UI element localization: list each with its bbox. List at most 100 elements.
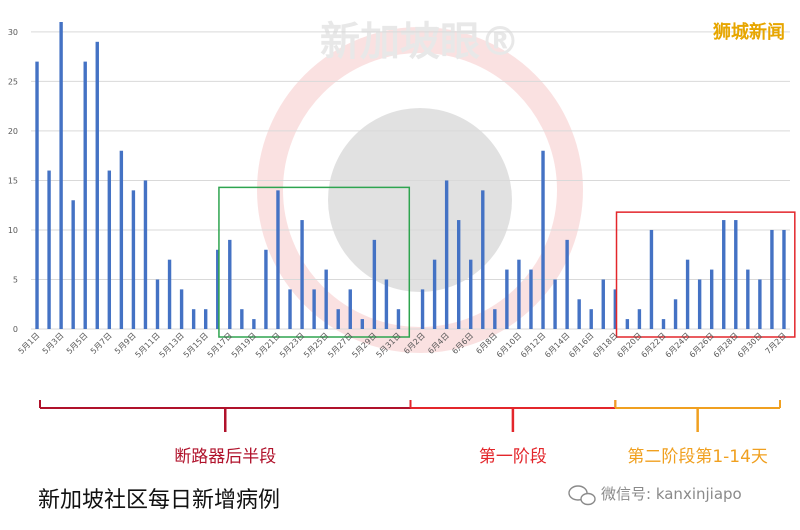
bar — [685, 259, 690, 329]
bar — [553, 279, 557, 329]
bar — [481, 190, 485, 329]
bar — [179, 289, 184, 329]
bar — [228, 239, 232, 329]
highlight-box — [218, 186, 411, 338]
bar — [456, 220, 461, 329]
highlight-boxes — [218, 186, 796, 338]
x-tick-label: 6月22日 — [639, 331, 667, 359]
chart-title: 新加坡社区每日新增病例 — [38, 488, 280, 513]
wechat-icon — [568, 485, 596, 506]
x-tick-label: 5月7日 — [89, 331, 114, 356]
phase-bracket: 第二阶段第1-14天 — [614, 400, 781, 467]
bar — [240, 309, 244, 329]
bar — [59, 22, 63, 329]
bar — [673, 299, 678, 329]
bar — [216, 249, 220, 329]
bar — [722, 220, 726, 329]
x-tick-label: 7月2日 — [764, 331, 789, 356]
x-tick-label: 5月13日 — [158, 331, 186, 359]
bar — [131, 190, 136, 329]
bar — [432, 259, 437, 329]
bar — [348, 289, 352, 329]
bar — [252, 319, 256, 329]
phase-bracket: 断路器后半段 — [39, 400, 412, 467]
bar — [770, 229, 774, 329]
x-tick-label: 6月24日 — [664, 331, 692, 359]
bar — [119, 150, 124, 329]
y-tick-label: 15 — [8, 176, 18, 185]
bar — [601, 279, 605, 329]
phase-label: 第一阶段 — [479, 447, 547, 467]
y-tick-label: 30 — [8, 28, 18, 37]
x-tick-label: 5月19日 — [230, 331, 258, 359]
bar — [312, 289, 316, 329]
bar — [517, 259, 521, 329]
bar — [107, 170, 112, 329]
x-tick-label: 5月5日 — [65, 331, 90, 356]
bar — [529, 269, 533, 329]
wechat-credit: 微信号: kanxinjiapo — [568, 485, 742, 506]
y-tick-label: 20 — [8, 127, 18, 136]
bar — [396, 309, 401, 329]
x-tick-label: 5月15日 — [182, 331, 210, 359]
wechat-id: 微信号: kanxinjiapo — [601, 485, 742, 503]
bar — [589, 309, 593, 329]
x-tick-label: 5月3日 — [41, 331, 66, 356]
bars — [35, 22, 786, 329]
bar — [384, 279, 389, 329]
x-tick-label: 5月21日 — [254, 331, 282, 359]
bar — [300, 220, 304, 329]
bar — [577, 299, 581, 329]
bar — [649, 229, 654, 329]
x-tick-label: 6月10日 — [495, 331, 523, 359]
bar — [565, 239, 569, 329]
x-tick-label: 6月14日 — [543, 331, 571, 359]
y-axis-ticks: 0 5 10 15 20 25 30 — [8, 28, 18, 334]
bar — [625, 319, 630, 329]
x-tick-label: 5月23日 — [278, 331, 306, 359]
x-tick-label: 5月27日 — [326, 331, 354, 359]
x-tick-label: 6月12日 — [519, 331, 547, 359]
bar — [613, 289, 618, 329]
y-tick-label: 25 — [8, 77, 18, 86]
bar — [444, 180, 449, 329]
bar — [191, 309, 196, 329]
bar — [71, 200, 75, 329]
bar — [264, 249, 268, 329]
bar — [203, 309, 208, 329]
brand-label: 狮城新闻 — [713, 21, 785, 43]
bar — [83, 61, 87, 329]
y-tick-label: 10 — [8, 226, 18, 235]
bar — [758, 279, 762, 329]
bar — [697, 279, 702, 329]
x-tick-label: 5月11日 — [133, 331, 161, 359]
x-tick-label: 5月1日 — [17, 331, 42, 356]
y-tick-label: 5 — [13, 275, 18, 284]
bar — [167, 259, 172, 329]
bar — [372, 239, 377, 329]
x-tick-label: 6月28日 — [712, 331, 740, 359]
bar — [541, 150, 545, 329]
bar — [661, 319, 666, 329]
x-tick-label: 6月20日 — [615, 331, 643, 359]
bar — [782, 229, 786, 329]
phase-brackets: 断路器后半段 第一阶段 第二阶段第1-14天 — [39, 400, 781, 467]
phase-label: 断路器后半段 — [174, 447, 276, 467]
bar — [288, 289, 292, 329]
bar — [143, 180, 148, 329]
x-tick-label: 6月18日 — [591, 331, 619, 359]
bar — [493, 309, 497, 329]
bar — [47, 170, 51, 329]
bar — [746, 269, 750, 329]
phase-bracket: 第一阶段 — [409, 400, 617, 467]
bar — [637, 309, 642, 329]
bar — [336, 309, 340, 329]
bar — [420, 289, 425, 329]
bar — [709, 269, 714, 329]
bar — [95, 41, 99, 329]
phase-label: 第二阶段第1-14天 — [627, 447, 768, 467]
x-tick-label: 5月17日 — [206, 331, 234, 359]
bar — [35, 61, 39, 329]
x-tick-label: 5月25日 — [302, 331, 330, 359]
